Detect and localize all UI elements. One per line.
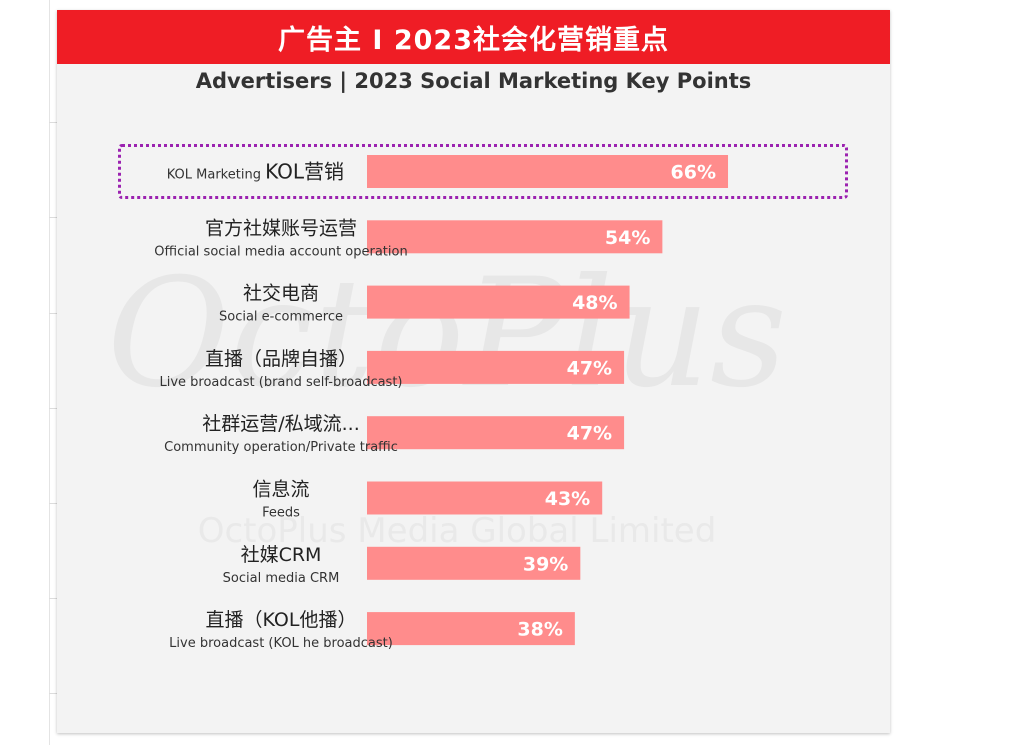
ruler-tick [49, 217, 57, 218]
value-label-1: 54% [605, 227, 650, 249]
category-cn-5: 信息流 [252, 479, 309, 501]
bar-2 [367, 285, 630, 319]
ruler-tick [49, 693, 57, 694]
bar-5 [367, 481, 603, 515]
highlight-box [118, 144, 848, 199]
chart-card: 广告主 I 2023社会化营销重点 Advertisers | 2023 Soc… [57, 10, 890, 733]
title-banner: 广告主 I 2023社会化营销重点 [57, 10, 890, 64]
value-label-6: 39% [523, 553, 568, 575]
category-en-1: Official social media account operation [154, 244, 407, 259]
bar-4 [367, 416, 625, 450]
bar-6 [367, 546, 581, 580]
bar-0 [367, 155, 729, 188]
category-en-7: Live broadcast (KOL he broadcast) [169, 636, 393, 651]
page-left-rule [49, 0, 50, 745]
value-label-7: 38% [517, 619, 562, 641]
ruler-tick [49, 598, 57, 599]
category-en-2: Social e-commerce [219, 310, 343, 325]
category-label-0: KOL Marketing KOL营销 [167, 160, 344, 184]
ruler-tick [49, 503, 57, 504]
category-en-0: KOL Marketing [167, 168, 265, 183]
category-en-6: Social media CRM [223, 571, 340, 586]
ruler-tick [49, 408, 57, 409]
category-cn-3: 直播（品牌自播） [205, 348, 357, 370]
category-en-3: Live broadcast (brand self-broadcast) [159, 375, 402, 390]
value-label-5: 43% [545, 488, 590, 510]
bar-chart: 66% KOL Marketing KOL营销 54% 官方社媒账号运营 Officia… [154, 155, 729, 651]
value-label-0: 66% [671, 162, 716, 184]
category-cn-0: KOL营销 [265, 160, 344, 184]
bar-1 [367, 220, 663, 254]
value-label-2: 48% [572, 292, 617, 314]
chart-title: 广告主 I 2023社会化营销重点 [278, 24, 669, 56]
bar-3 [367, 350, 625, 384]
value-label-3: 47% [567, 357, 612, 379]
category-cn-6: 社媒CRM [241, 544, 322, 566]
chart-subtitle: Advertisers | 2023 Social Marketing Key … [195, 69, 752, 93]
category-cn-7: 直播（KOL他播） [206, 609, 357, 631]
ruler-tick [49, 313, 57, 314]
bar-7 [367, 612, 575, 646]
category-cn-4: 社群运营/私域流... [202, 413, 360, 435]
ruler-tick [49, 122, 57, 123]
category-en-5: Feeds [262, 506, 300, 521]
category-cn-2: 社交电商 [243, 283, 319, 305]
category-cn-1: 官方社媒账号运营 [205, 217, 357, 239]
category-en-4: Community operation/Private traffic [164, 440, 398, 455]
value-label-4: 47% [567, 423, 612, 445]
